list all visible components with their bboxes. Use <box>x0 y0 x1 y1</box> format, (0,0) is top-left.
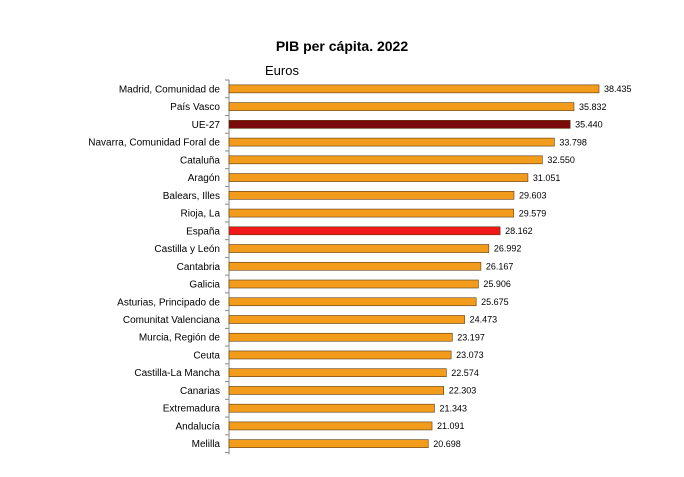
bar <box>228 439 429 448</box>
bar <box>228 261 482 271</box>
category-label: Canarias <box>180 386 220 397</box>
bar <box>228 120 571 129</box>
data-label: 28.162 <box>505 226 533 236</box>
axis-layer <box>225 79 230 455</box>
data-label: 35.832 <box>579 102 607 112</box>
category-label: Comunitat Valenciana <box>123 315 221 326</box>
bars-layer <box>228 84 600 448</box>
category-label: Galicia <box>189 280 220 291</box>
data-label: 38.435 <box>604 84 632 94</box>
bar <box>228 350 452 360</box>
bar <box>228 84 600 94</box>
category-label: Andalucía <box>176 421 221 432</box>
bar <box>228 226 501 236</box>
category-label: Rioja, La <box>181 209 221 220</box>
data-label: 26.992 <box>494 244 522 254</box>
bar <box>228 386 445 395</box>
category-label: Madrid, Comunidad de <box>119 84 221 95</box>
data-label: 23.197 <box>457 332 485 342</box>
data-label: 35.440 <box>575 120 603 130</box>
data-label: 26.167 <box>486 261 514 271</box>
category-label: Melilla <box>192 439 221 450</box>
category-label: Extremadura <box>163 404 221 415</box>
category-label: Castilla-La Mancha <box>134 368 220 379</box>
bar <box>228 403 435 413</box>
bar <box>228 297 477 307</box>
category-label: Asturias, Principado de <box>117 297 220 308</box>
bar <box>228 315 465 324</box>
chart-title: PIB per cápita. 2022 <box>275 38 409 54</box>
bar <box>228 244 490 253</box>
data-label: 23.073 <box>456 350 484 360</box>
category-label: Murcia, Región de <box>139 333 221 344</box>
data-label: 32.550 <box>547 155 575 165</box>
category-label: Castilla y León <box>154 244 220 255</box>
category-label: España <box>186 226 220 237</box>
data-label: 21.091 <box>437 421 465 431</box>
bar <box>228 368 447 378</box>
category-label: Ceuta <box>193 350 220 361</box>
category-label: Cantabria <box>177 262 221 273</box>
chart-subtitle: Euros <box>265 63 299 78</box>
data-label: 33.798 <box>559 137 587 147</box>
data-label: 24.473 <box>470 315 498 325</box>
data-label: 20.698 <box>433 439 461 449</box>
data-label: 31.051 <box>533 173 561 183</box>
data-label: 25.675 <box>481 297 509 307</box>
bar <box>228 208 515 218</box>
data-label: 29.579 <box>519 208 547 218</box>
bar <box>228 173 529 182</box>
category-label: Balears, Illes <box>163 191 220 202</box>
data-label: 22.574 <box>451 368 479 378</box>
bar <box>228 191 515 200</box>
category-label: Navarra, Comunidad Foral de <box>88 138 220 149</box>
category-label: Cataluña <box>180 155 220 166</box>
data-label: 22.303 <box>449 386 477 396</box>
labels-layer: Madrid, Comunidad de 38.435 País Vasco 35.8… <box>88 84 631 450</box>
bar <box>228 137 555 147</box>
bar <box>228 332 453 342</box>
bar <box>228 102 575 111</box>
data-label: 21.343 <box>439 403 467 413</box>
category-label: País Vasco <box>170 102 220 113</box>
category-label: Aragón <box>188 173 220 184</box>
bar <box>228 279 479 289</box>
bar <box>228 421 433 431</box>
bar <box>228 155 543 165</box>
category-label: UE-27 <box>192 120 221 131</box>
data-label: 25.906 <box>483 279 511 289</box>
data-label: 29.603 <box>519 191 547 201</box>
